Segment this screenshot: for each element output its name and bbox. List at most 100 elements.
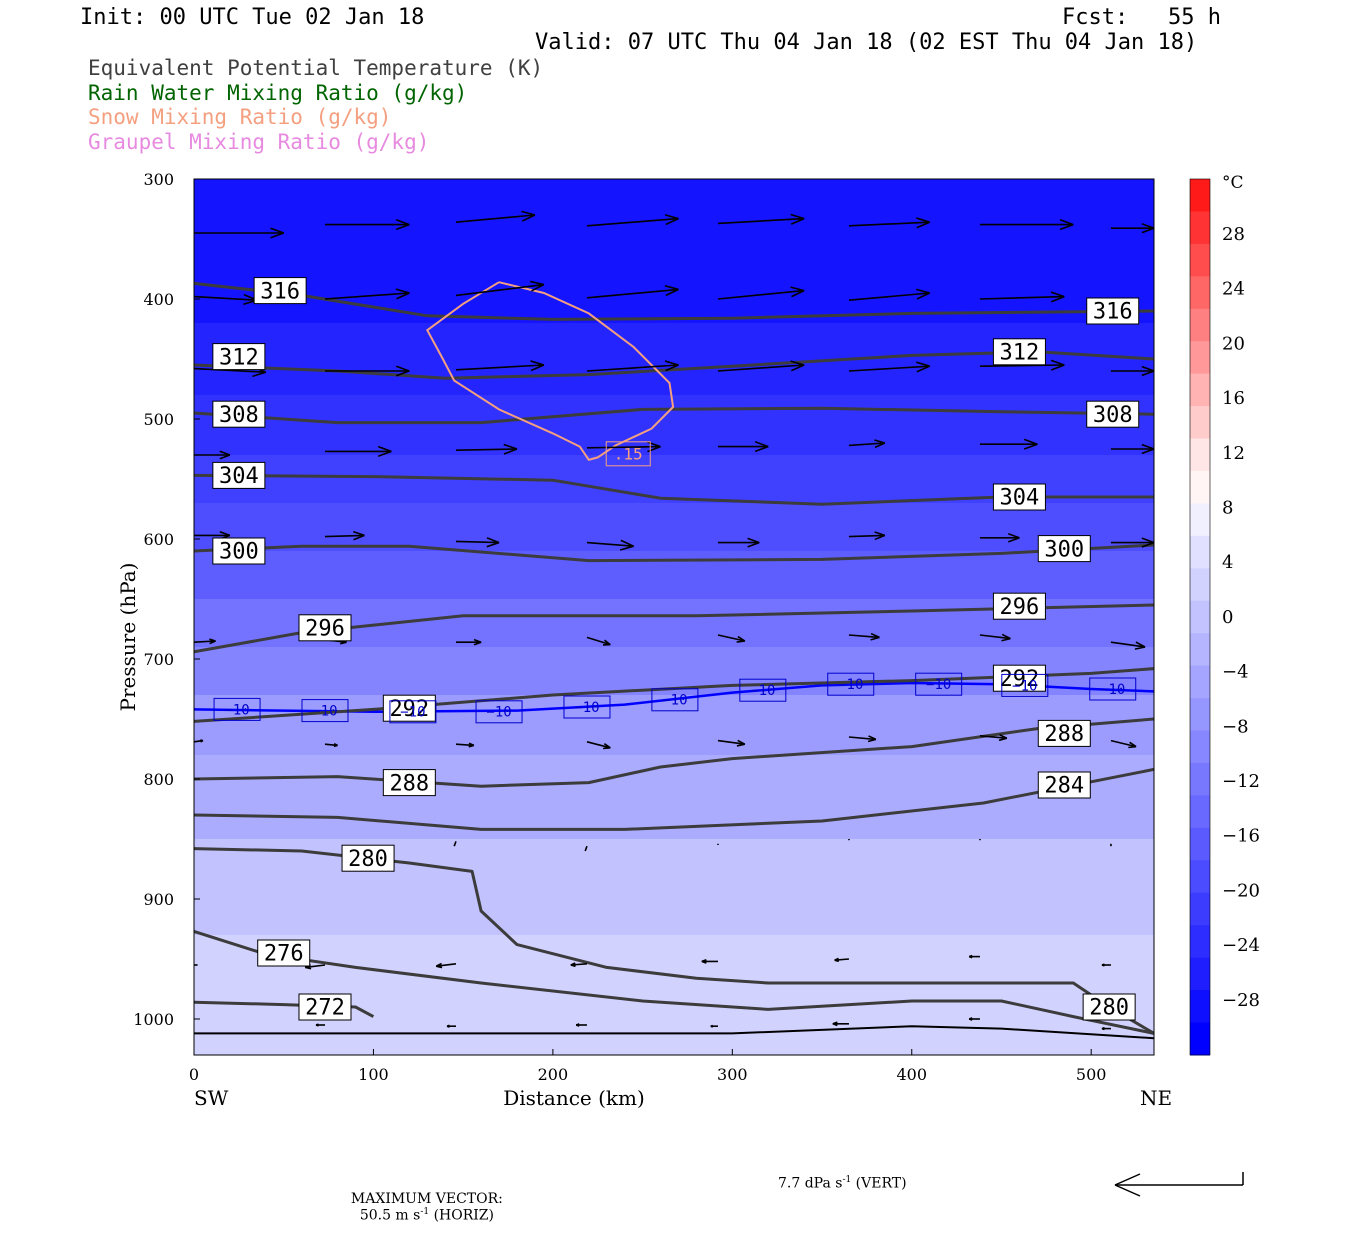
x-end-label-right: NE	[1140, 1086, 1172, 1110]
theta-e-label: 312	[993, 339, 1045, 366]
colorbar-label: 20	[1222, 333, 1245, 354]
theta-e-label-text: 300	[1044, 537, 1084, 562]
theta-e-label: 288	[383, 770, 435, 797]
x-tick-label: 200	[538, 1065, 569, 1084]
reference-vector-icon	[1115, 1172, 1243, 1196]
colorbar-label: −12	[1222, 771, 1260, 792]
wind-vector	[711, 1025, 718, 1026]
theta-e-label: 316	[1087, 298, 1139, 325]
y-tick-label: 900	[143, 890, 174, 909]
theta-e-label: 316	[254, 278, 306, 305]
wind-vector	[969, 1018, 980, 1020]
theta-e-label-text: 312	[219, 345, 259, 370]
colorbar-swatch	[1190, 244, 1210, 277]
colorbar-swatch	[1190, 925, 1210, 958]
theta-e-label-text: 308	[1093, 403, 1133, 428]
colorbar-label: 16	[1222, 388, 1245, 409]
horiz-value: 50.5 m s	[360, 1208, 421, 1224]
theta-e-label: 276	[258, 940, 310, 967]
theta-e-label-text: 280	[348, 847, 388, 872]
colorbar-label: 8	[1222, 498, 1233, 519]
colorbar-label: −8	[1222, 716, 1249, 737]
minus-10-label-text: −10	[1100, 682, 1125, 698]
colorbar-swatch	[1190, 439, 1210, 472]
colorbar-swatch	[1190, 374, 1210, 407]
theta-e-label-text: 272	[305, 996, 345, 1021]
colorbar-label: 28	[1222, 224, 1245, 245]
theta-e-label: 308	[1087, 401, 1139, 428]
x-tick-label: 0	[189, 1065, 199, 1084]
theta-e-label-text: 316	[260, 279, 300, 304]
theta-e-label-text: 304	[219, 464, 259, 489]
minus-10-label-text: −10	[224, 702, 249, 718]
colorbar-label: −24	[1222, 935, 1260, 956]
theta-e-label: 312	[213, 344, 265, 371]
temperature-band	[194, 395, 1154, 455]
colorbar-swatch	[1190, 698, 1210, 731]
theta-e-label-text: 276	[264, 942, 304, 967]
colorbar-swatch	[1190, 828, 1210, 861]
theta-e-label-text: 288	[1044, 722, 1084, 747]
colorbar-swatch	[1190, 731, 1210, 764]
theta-e-label-text: 280	[1089, 996, 1129, 1021]
max-vector-info: MAXIMUM VECTOR: 50.5 m s-1 (HORIZ) 7.7 d…	[342, 1175, 503, 1240]
minus-10-label-text: −10	[486, 705, 511, 721]
theta-e-label-text: 312	[1000, 341, 1040, 366]
colorbar-unit: °C	[1222, 173, 1244, 193]
colorbar-swatch	[1190, 179, 1210, 212]
theta-e-label: 300	[1038, 536, 1090, 563]
y-tick-label: 800	[143, 770, 174, 789]
theta-e-label-text: 284	[1044, 774, 1084, 799]
minus-10-label-text: −10	[926, 677, 951, 693]
colorbar-label: −4	[1222, 662, 1249, 683]
minus-10-label-text: −10	[1012, 678, 1037, 694]
colorbar-label: −28	[1222, 990, 1260, 1011]
colorbar-label: −20	[1222, 880, 1260, 901]
x-tick-label: 400	[896, 1065, 927, 1084]
colorbar-swatch	[1190, 471, 1210, 504]
x-tick-label: 100	[358, 1065, 389, 1084]
theta-e-label: 296	[299, 615, 351, 642]
minus-10-label-text: −10	[312, 704, 337, 720]
x-end-label-left: SW	[194, 1086, 229, 1110]
theta-e-label: 300	[213, 538, 265, 565]
y-tick-label: 1000	[133, 1010, 174, 1029]
y-tick-label: 500	[143, 410, 174, 429]
colorbar-label: 4	[1222, 552, 1233, 573]
temperature-band	[194, 839, 1154, 935]
wind-vector	[969, 955, 980, 957]
y-tick-label: 400	[143, 290, 174, 309]
theta-e-label: 280	[342, 845, 394, 872]
minus-10-label-text: −10	[574, 700, 599, 716]
colorbar-swatch	[1190, 503, 1210, 536]
colorbar-swatch	[1190, 860, 1210, 893]
theta-e-label-text: 288	[389, 771, 429, 796]
theta-e-label: 308	[213, 401, 265, 428]
colorbar-swatch	[1190, 276, 1210, 309]
x-tick-label: 300	[717, 1065, 748, 1084]
theta-e-label-text: 296	[305, 617, 345, 642]
colorbar-swatch	[1190, 568, 1210, 601]
y-tick-label: 300	[143, 170, 174, 189]
theta-e-label-text: 304	[1000, 486, 1040, 511]
minus-10-label-text: −10	[838, 677, 863, 693]
minus-10-label-text: −10	[400, 705, 425, 721]
theta-e-label-text: 308	[219, 403, 259, 428]
theta-e-label: 272	[299, 994, 351, 1021]
colorbar-swatch	[1190, 536, 1210, 569]
colorbar-swatch	[1190, 1023, 1210, 1056]
colorbar-swatch	[1190, 990, 1210, 1023]
wind-vector	[316, 1024, 325, 1026]
colorbar-label: 0	[1222, 607, 1233, 628]
theta-e-label-text: 300	[219, 540, 259, 565]
colorbar-swatch	[1190, 958, 1210, 991]
snow-label-text: .15	[614, 444, 643, 463]
minus-10-label-text: −10	[750, 683, 775, 699]
y-tick-label: 600	[143, 530, 174, 549]
theta-e-label: 304	[213, 462, 265, 489]
theta-e-label: 280	[1083, 994, 1135, 1021]
theta-e-label-text: 316	[1093, 300, 1133, 325]
temperature-band	[194, 551, 1154, 599]
colorbar-label: 12	[1222, 443, 1245, 464]
